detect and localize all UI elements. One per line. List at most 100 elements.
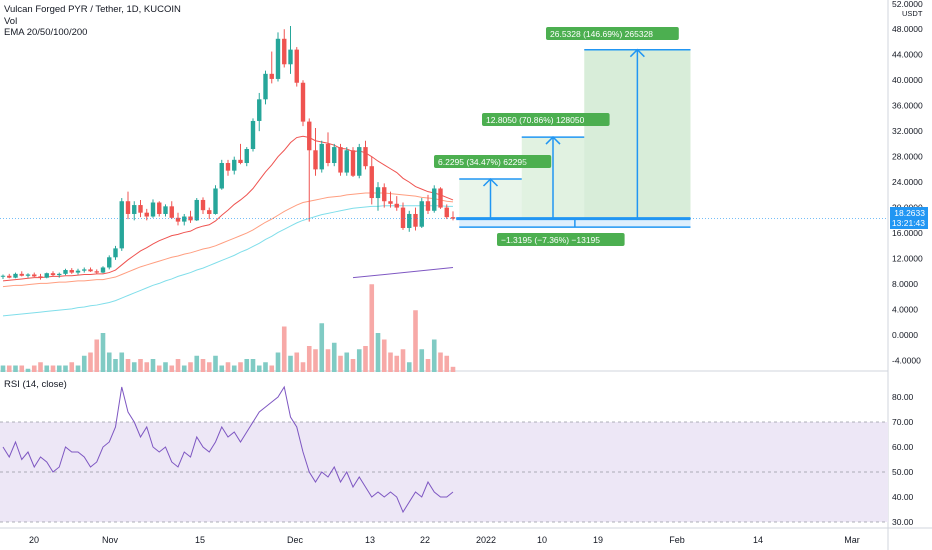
volume-bar xyxy=(450,366,456,372)
projection-label-bg xyxy=(497,233,625,246)
volume-bar xyxy=(363,346,368,372)
candle-body xyxy=(32,274,37,277)
chart-legend: Vulcan Forged PYR / Tether, 1D, KUCOIN V… xyxy=(4,4,181,39)
candle-body xyxy=(132,205,137,214)
volume-bar xyxy=(425,359,431,372)
volume-bar xyxy=(213,355,218,372)
ema200-line xyxy=(352,266,454,279)
volume-bar xyxy=(188,362,193,372)
projection-label-bg xyxy=(546,27,679,40)
price-tick-label: 28.0000 xyxy=(892,152,923,162)
symbol-title: Vulcan Forged PYR / Tether, 1D, KUCOIN xyxy=(4,4,181,15)
time-tick-label: 2022 xyxy=(476,535,496,545)
rsi-tick-label: 60.00 xyxy=(892,442,914,452)
candle-body xyxy=(375,187,381,199)
volume-bar xyxy=(238,362,243,372)
volume-bar xyxy=(6,365,12,372)
volume-bar xyxy=(331,342,337,372)
price-tick-label: 52.0000 xyxy=(892,0,923,9)
candle-body xyxy=(332,147,337,164)
price-tick-label: 40.0000 xyxy=(892,75,923,85)
projection-label-bg xyxy=(434,155,552,168)
volume-bar xyxy=(219,365,225,372)
volume-bar xyxy=(338,355,343,372)
candle-body xyxy=(57,273,62,276)
candle-body xyxy=(407,213,412,228)
volume-bar xyxy=(88,352,93,372)
volume-bar xyxy=(388,352,393,372)
candle-body xyxy=(307,121,312,151)
price-tick-label: 24.0000 xyxy=(892,177,923,187)
volume-bar xyxy=(438,352,443,372)
candle-body xyxy=(357,147,362,176)
volume-bar xyxy=(69,362,75,372)
candle-body xyxy=(394,203,399,208)
volume-bar xyxy=(113,359,118,372)
arrow-head xyxy=(629,48,645,58)
candle-body xyxy=(400,207,406,228)
last-price-badge: 18.2633 13:21:43 xyxy=(890,207,928,229)
volume-bar xyxy=(200,359,206,372)
candle-body xyxy=(344,150,349,173)
candle-body xyxy=(219,163,224,189)
price-tick-label: 0.0000 xyxy=(892,330,918,340)
time-tick-label: 22 xyxy=(420,535,430,545)
price-tick-label: -4.0000 xyxy=(892,355,921,365)
candle-body xyxy=(13,273,18,278)
volume-bar xyxy=(344,352,350,372)
volume-bar xyxy=(0,365,6,372)
candle-body xyxy=(163,206,168,214)
volume-bar xyxy=(325,349,331,372)
candle-body xyxy=(350,150,356,176)
volume-bar xyxy=(281,326,287,372)
candle-body xyxy=(413,213,418,227)
volume-bar xyxy=(169,365,175,372)
volume-bar xyxy=(231,365,237,372)
candle-body xyxy=(107,257,112,268)
time-tick-label: Mar xyxy=(844,535,860,545)
candle-body xyxy=(250,120,256,149)
volume-bar xyxy=(350,359,356,372)
projection-label: −1.3195 (−7.36%) −13195 xyxy=(501,235,600,245)
candle-body xyxy=(382,187,387,202)
rsi-tick-label: 40.00 xyxy=(892,492,914,502)
volume-bar xyxy=(44,365,50,372)
volume-bar xyxy=(244,359,250,372)
time-tick-label: Dec xyxy=(287,535,304,545)
candle-body xyxy=(194,199,199,221)
candle-body xyxy=(138,205,143,213)
candle-body xyxy=(294,49,299,83)
volume-bar xyxy=(313,349,318,372)
volume-bar xyxy=(119,352,125,372)
volume-bar xyxy=(431,339,437,372)
price-tick-label: 16.0000 xyxy=(892,228,923,238)
volume-bar xyxy=(138,359,143,372)
candle-body xyxy=(388,201,393,204)
price-pane xyxy=(0,0,888,370)
candle-body xyxy=(75,270,81,273)
bar-countdown: 13:21:43 xyxy=(891,218,925,228)
candle-body xyxy=(82,269,87,271)
volume-bar xyxy=(394,355,400,372)
volume-bar xyxy=(194,355,200,372)
ema20-line xyxy=(2,135,454,282)
candle-body xyxy=(369,166,374,199)
price-tick-label: 4.0000 xyxy=(892,305,918,315)
candle-body xyxy=(444,207,449,218)
candle-body xyxy=(100,267,106,273)
candle-body xyxy=(169,206,174,218)
candle-body xyxy=(363,147,368,167)
currency-label: USDT xyxy=(902,9,923,18)
candle-body xyxy=(25,274,31,276)
volume-bar xyxy=(225,362,231,372)
candle-body xyxy=(269,73,274,79)
volume-bar xyxy=(256,365,262,372)
projection-label: 26.5328 (146.69%) 265328 xyxy=(550,29,653,39)
rsi-tick-label: 30.00 xyxy=(892,517,914,527)
volume-bar xyxy=(406,362,412,372)
candle-body xyxy=(0,275,6,277)
volume-bar xyxy=(131,362,137,372)
volume-bar xyxy=(175,359,181,372)
price-tick-label: 48.0000 xyxy=(892,24,923,34)
